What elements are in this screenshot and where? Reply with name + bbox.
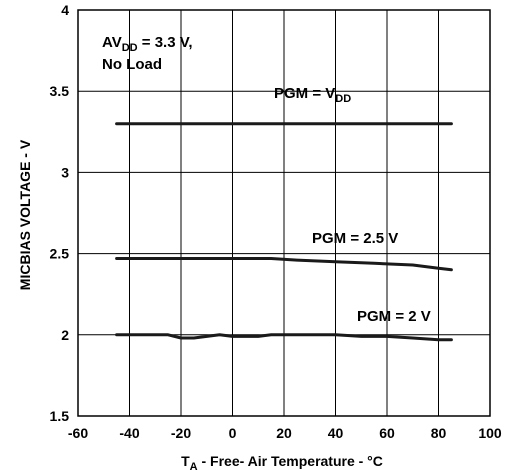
x-tick-label: 40 xyxy=(328,425,344,441)
y-tick-label: 1.5 xyxy=(50,408,70,424)
y-tick-label: 3 xyxy=(61,164,69,180)
y-tick-label: 4 xyxy=(61,2,69,18)
series-label-pgm-2-5v: PGM = 2.5 V xyxy=(312,230,398,247)
series-line-2 xyxy=(115,257,453,272)
x-tick-label: 0 xyxy=(229,425,237,441)
x-tick-label: 60 xyxy=(379,425,395,441)
series-line-3 xyxy=(115,333,453,342)
series-label-pgm-2v: PGM = 2 V xyxy=(357,308,431,325)
y-axis-label: MICBIAS VOLTAGE - V xyxy=(17,139,33,290)
series-layer xyxy=(115,122,453,342)
y-tick-label: 2.5 xyxy=(50,246,70,262)
x-tick-label: 100 xyxy=(478,425,502,441)
x-tick-label: 20 xyxy=(276,425,292,441)
tick-layer: -60 -40 -20 0 20 40 60 80 100 1.5 2 2.5 3 3.5 4 xyxy=(50,2,502,441)
x-tick-label: -20 xyxy=(171,425,191,441)
plot-frame xyxy=(77,9,491,417)
series-label-pgm-vdd: PGM = VDD xyxy=(274,85,351,105)
y-tick-label: 2 xyxy=(61,327,69,343)
annotation-condition-line2: No Load xyxy=(102,56,162,73)
x-axis-label: TA - Free- Air Temperature - °C xyxy=(181,453,383,470)
annotation-condition-line1: AVDD = 3.3 V, xyxy=(102,34,193,54)
x-tick-label: 80 xyxy=(431,425,447,441)
y-tick-label: 3.5 xyxy=(50,83,70,99)
x-tick-label: -60 xyxy=(68,425,88,441)
x-tick-label: -40 xyxy=(119,425,139,441)
